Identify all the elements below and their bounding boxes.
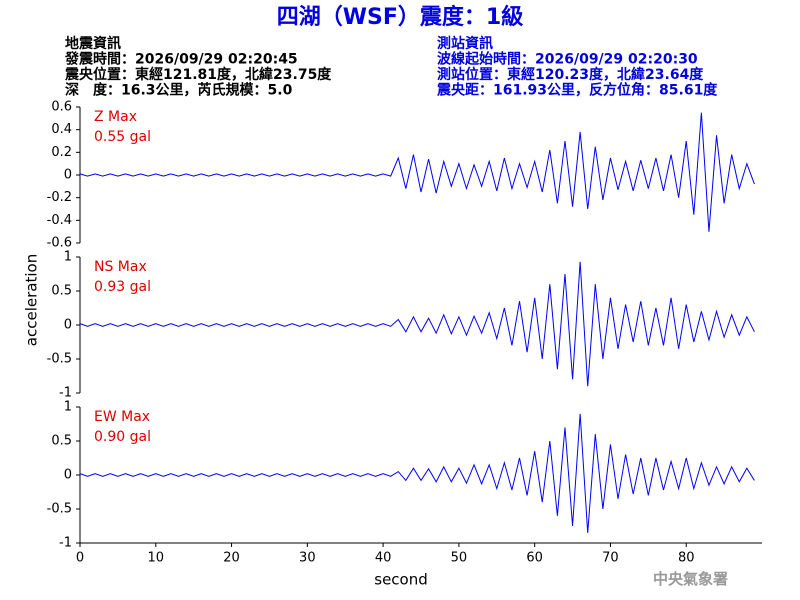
max-annotation: 0.93 gal (94, 279, 151, 295)
quake-info: 發震時間：2026/09/29 02:20:45 (64, 51, 298, 68)
waveform (79, 261, 755, 387)
y-tick-label: -0.6 (47, 236, 72, 251)
y-tick-label: 0 (64, 168, 72, 183)
x-tick-label: 70 (602, 551, 619, 566)
title: 四湖（WSF）震度：1級 (277, 4, 523, 30)
x-tick-label: 80 (678, 551, 695, 566)
waveform (79, 112, 755, 232)
y-tick-label: 1 (64, 400, 72, 415)
y-tick-label: 1 (64, 250, 72, 265)
station-info: 測站位置：東經120.23度，北緯23.64度 (437, 66, 704, 83)
waveform (79, 413, 755, 533)
x-tick-label: 60 (526, 551, 543, 566)
y-tick-label: 0.5 (51, 434, 72, 449)
y-tick-label: 0 (64, 468, 72, 483)
y-tick-label: -0.5 (47, 502, 72, 517)
y-axis-label: acceleration (23, 254, 41, 346)
x-tick-label: 40 (375, 551, 392, 566)
max-annotation: 0.90 gal (94, 429, 151, 445)
x-tick-label: 10 (148, 551, 165, 566)
quake-info: 震央位置：東經121.81度，北緯23.75度 (64, 66, 332, 83)
station-info: 測站資訊 (437, 35, 493, 52)
x-tick-label: 50 (451, 551, 468, 566)
station-info: 波線起始時間：2026/09/29 02:20:30 (437, 51, 698, 68)
y-tick-label: -0.4 (47, 213, 72, 228)
max-annotation: 0.55 gal (94, 129, 151, 145)
y-tick-label: 0.6 (51, 100, 72, 115)
y-tick-label: 0.2 (51, 145, 72, 160)
max-annotation: NS Max (94, 259, 147, 275)
station-info: 震央距：161.93公里，反方位角：85.61度 (436, 82, 718, 99)
y-tick-label: -0.2 (47, 190, 72, 205)
y-tick-label: 0.5 (51, 284, 72, 299)
y-tick-label: -0.5 (47, 352, 72, 367)
x-tick-label: 0 (76, 551, 84, 566)
x-axis-label: second (374, 571, 428, 589)
max-annotation: EW Max (94, 409, 150, 425)
y-tick-label: 0 (64, 318, 72, 333)
quake-info: 深 度：16.3公里，芮氏規模：5.0 (65, 82, 293, 99)
max-annotation: Z Max (94, 109, 137, 125)
y-tick-label: -1 (59, 386, 72, 401)
y-tick-label: -1 (59, 536, 72, 551)
quake-info: 地震資訊 (65, 35, 121, 52)
x-tick-label: 20 (223, 551, 240, 566)
y-tick-label: 0.4 (51, 122, 72, 137)
agency: 中央氣象署 (653, 570, 728, 588)
x-tick-label: 30 (299, 551, 316, 566)
